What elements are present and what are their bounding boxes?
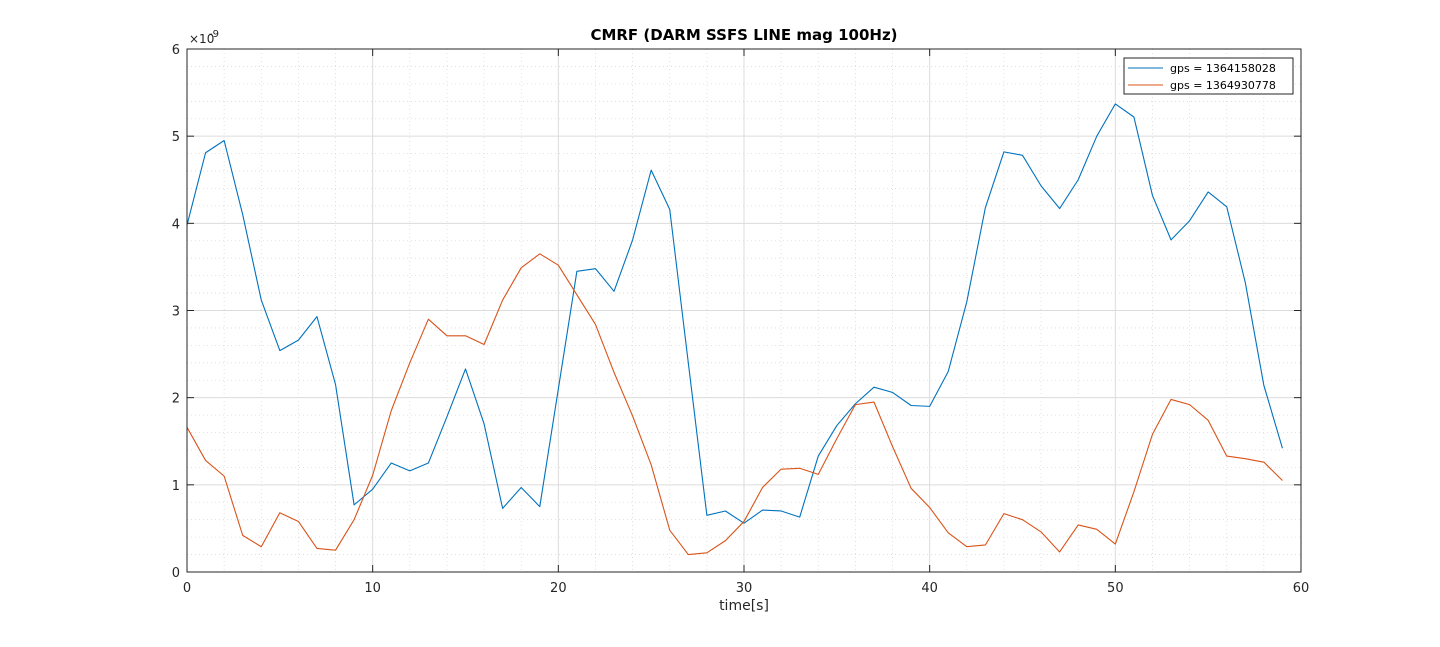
x-tick-label: 60 — [1293, 581, 1310, 596]
y-tick-label: 3 — [172, 305, 180, 320]
x-tick-label: 50 — [1107, 581, 1124, 596]
y-tick-label: 2 — [172, 392, 180, 407]
series-line-2 — [186, 253, 1283, 556]
legend: gps = 1364158028 gps = 1364930778 — [1123, 57, 1294, 95]
tick-labels: 0 10 20 30 40 50 60 0 1 2 3 4 5 6 — [172, 43, 1310, 596]
chart-title: CMRF (DARM SSFS LINE mag 100Hz) — [590, 26, 897, 44]
axes — [186, 48, 1302, 573]
x-tick-label: 10 — [364, 581, 381, 596]
grid — [186, 48, 1302, 573]
x-tick-label: 0 — [183, 581, 191, 596]
series-lines — [186, 103, 1283, 556]
y-tick-label: 4 — [172, 217, 180, 232]
legend-box — [1123, 57, 1294, 95]
legend-label-series-2: gps = 1364930778 — [1170, 79, 1276, 92]
y-tick-label: 1 — [172, 479, 180, 494]
y-tick-label: 0 — [172, 566, 180, 581]
legend-label-series-1: gps = 1364158028 — [1170, 62, 1276, 75]
y-axis-exponent-power: -9 — [209, 29, 219, 40]
x-tick-label: 30 — [736, 581, 753, 596]
y-tick-label: 6 — [172, 43, 180, 58]
y-axis-exponent-base: ×10 — [189, 32, 214, 46]
y-tick-label: 5 — [172, 130, 180, 145]
series-line-1 — [186, 103, 1283, 524]
x-tick-label: 40 — [921, 581, 938, 596]
x-axis-label: time[s] — [719, 598, 769, 614]
x-tick-label: 20 — [550, 581, 567, 596]
